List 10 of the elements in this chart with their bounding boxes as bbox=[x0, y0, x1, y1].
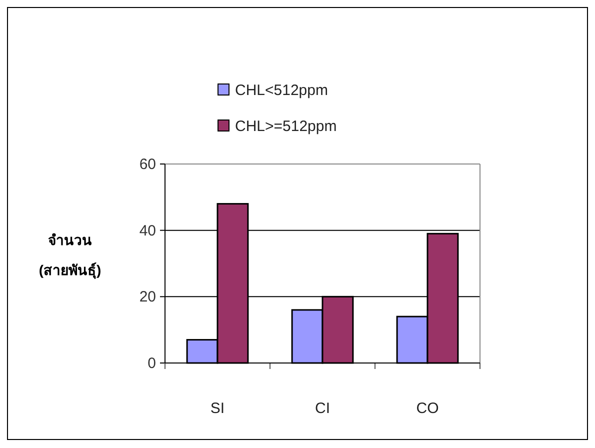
legend-label: CHL>=512ppm bbox=[235, 118, 337, 135]
legend-label: CHL<512ppm bbox=[235, 82, 328, 99]
x-tick-label: CO bbox=[416, 400, 439, 417]
y-tick-label: 40 bbox=[139, 222, 156, 240]
y-tick-label: 0 bbox=[148, 355, 156, 372]
y-tick-label: 60 bbox=[139, 156, 156, 173]
y-axis-title: จำนวน (สายพันธุ์) bbox=[38, 232, 102, 279]
x-tick-label: CI bbox=[315, 400, 330, 417]
y-tick-label: 20 bbox=[139, 288, 156, 306]
x-tick-label: SI bbox=[210, 400, 225, 417]
